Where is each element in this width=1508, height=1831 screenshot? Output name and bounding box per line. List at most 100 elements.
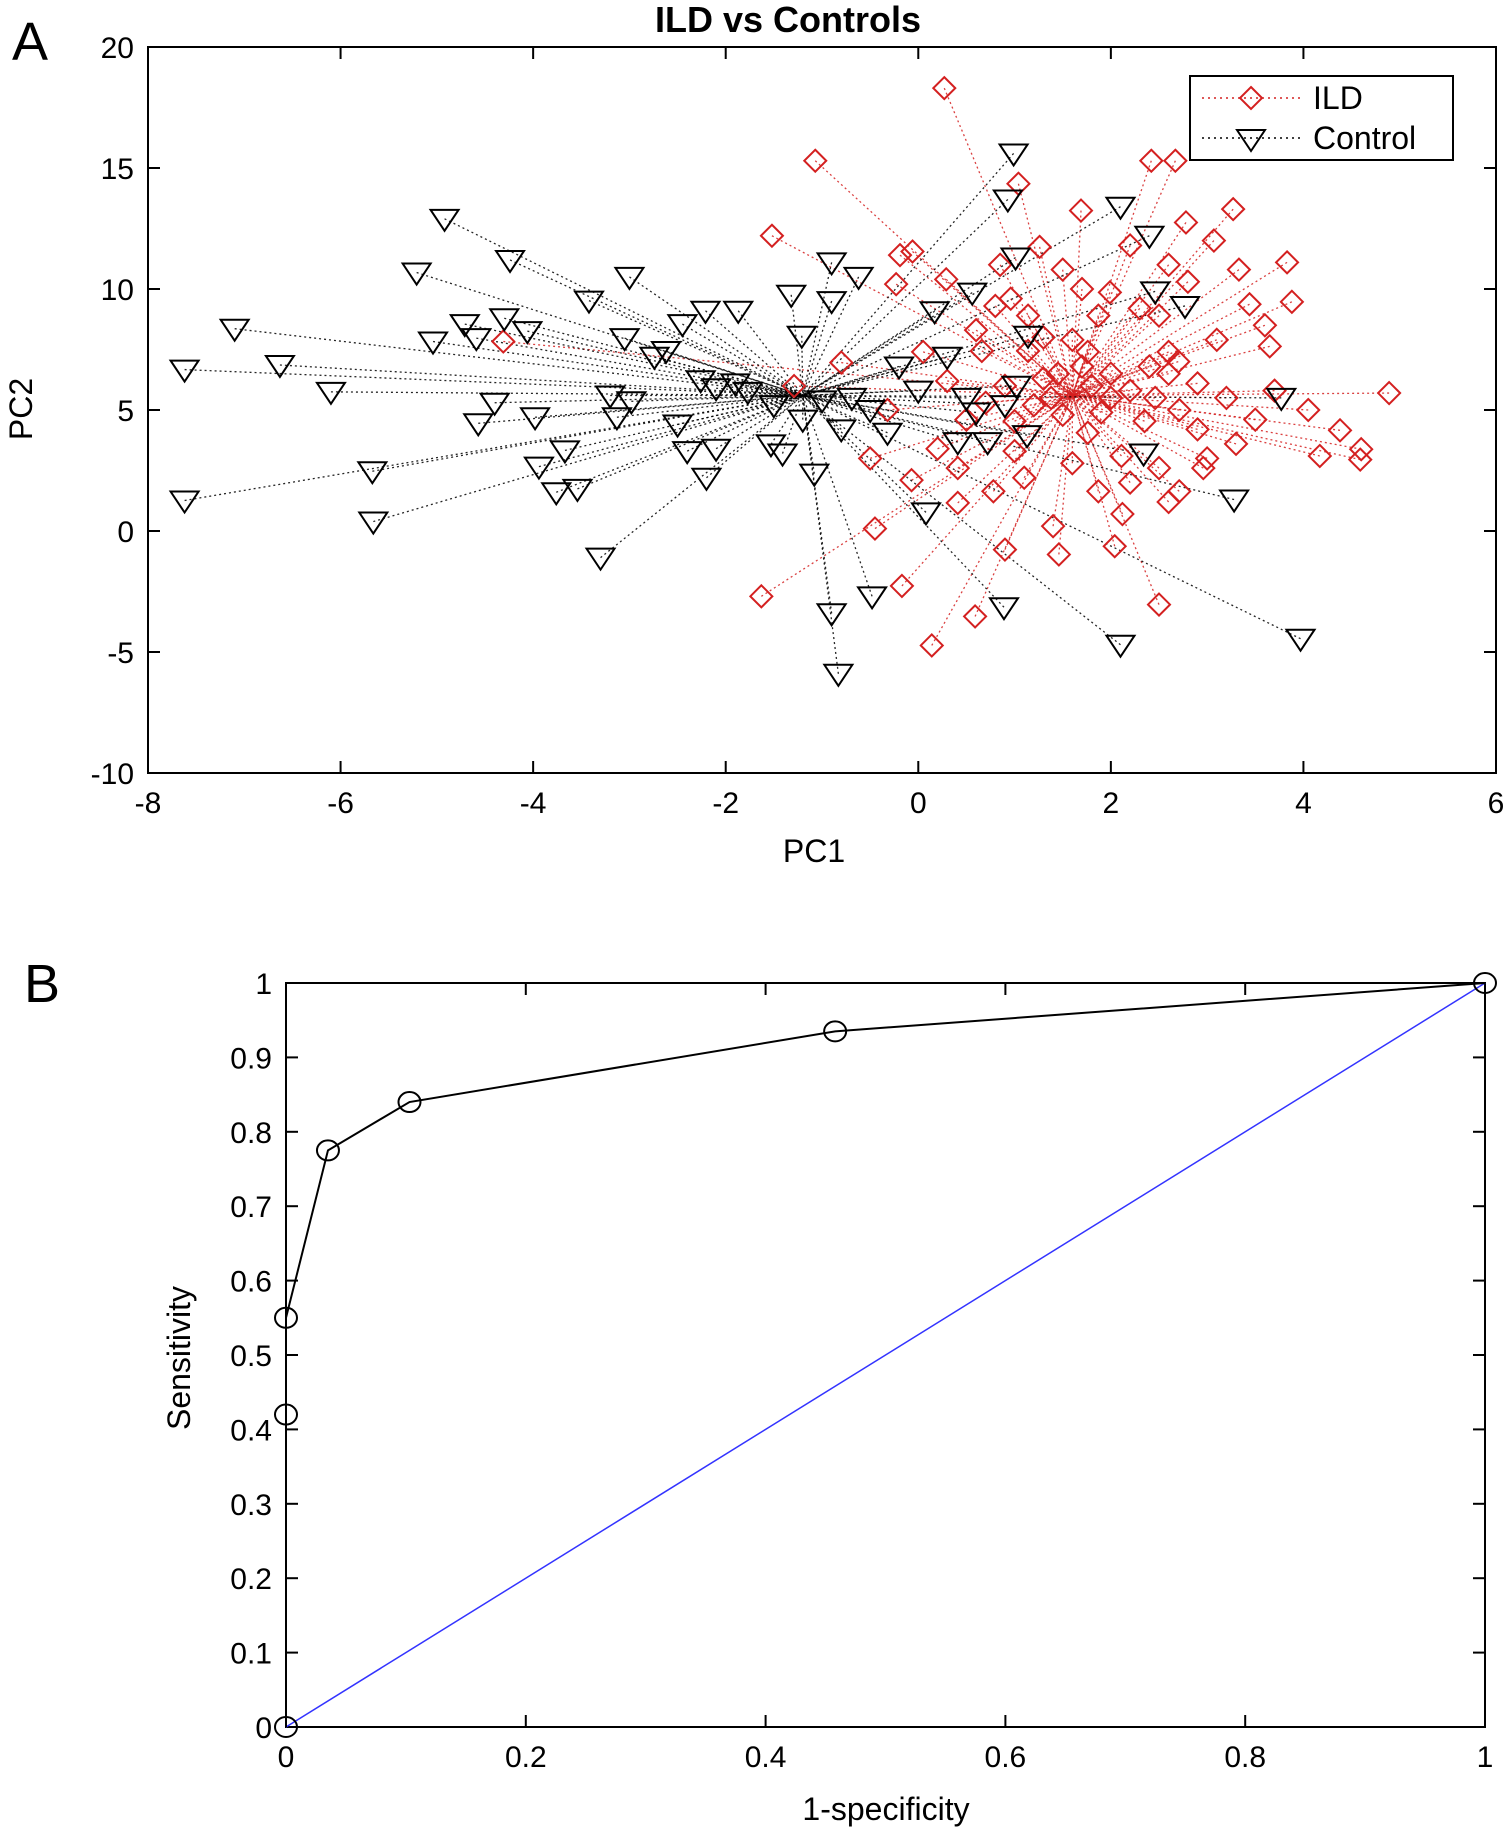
control-connector-line — [802, 395, 927, 513]
y-tick-label: 1 — [255, 968, 272, 1001]
control-point — [1218, 489, 1250, 514]
ild-point — [1079, 373, 1105, 399]
ild-point — [1142, 385, 1168, 411]
ild-point — [1295, 397, 1321, 423]
control-connector-line — [802, 256, 1016, 397]
ild-connector-line — [1071, 395, 1170, 503]
ild-connector-line — [1071, 264, 1170, 396]
ild-point — [1226, 257, 1252, 283]
ild-connector-line — [1072, 339, 1218, 397]
control-connector-line — [279, 364, 803, 397]
ild-point — [1156, 252, 1182, 278]
ild-connector-line — [911, 394, 1073, 481]
control-point — [1139, 281, 1172, 306]
ild-connector-line — [1071, 208, 1234, 396]
y-tick-label: 0.7 — [230, 1191, 272, 1224]
y-tick-label: 0.9 — [230, 1042, 272, 1075]
ild-point — [1138, 148, 1164, 174]
ild-point — [969, 338, 995, 364]
x-tick-label: 4 — [1295, 787, 1312, 820]
control-point — [478, 392, 511, 417]
ild-connector-line — [1072, 365, 1150, 397]
control-point — [842, 266, 875, 291]
control-connector-line — [616, 394, 803, 418]
control-connector-line — [802, 394, 871, 411]
ild-connector-line — [1071, 281, 1189, 396]
control-connector-line — [654, 356, 803, 397]
ild-point — [1262, 378, 1287, 404]
x-tick-label: -2 — [712, 787, 739, 820]
ild-point — [1166, 478, 1192, 504]
y-tick-label: 0 — [255, 1712, 272, 1745]
ild-connector-line — [1071, 394, 1160, 469]
control-connector-line — [588, 300, 804, 397]
control-point — [689, 300, 722, 325]
ild-connector-line — [1072, 394, 1309, 411]
ild-connector-line — [974, 395, 1073, 617]
ild-point — [1132, 408, 1157, 434]
panel-label-b: B — [24, 954, 60, 1014]
control-point — [561, 478, 594, 503]
ild-point — [1237, 291, 1262, 317]
x-tick-label: 0.8 — [1224, 1741, 1266, 1774]
ild-connector-line — [1072, 303, 1250, 397]
control-point — [488, 308, 521, 333]
control-point — [540, 482, 573, 507]
control-point — [1127, 443, 1160, 468]
ild-connector-line — [1017, 183, 1073, 396]
control-point — [400, 262, 433, 287]
control-connector-line — [802, 394, 1301, 640]
ild-point — [883, 271, 909, 297]
control-connector-line — [682, 323, 804, 397]
control-connector-line — [556, 394, 803, 493]
control-connector-line — [372, 394, 803, 472]
y-tick-label: -10 — [91, 758, 134, 791]
control-point — [835, 387, 868, 412]
control-point — [638, 346, 671, 371]
ild-point — [1038, 385, 1064, 411]
ild-point — [748, 583, 774, 609]
ild-point — [1348, 436, 1374, 462]
ild-connector-line — [922, 351, 1073, 397]
ild-point — [982, 293, 1008, 319]
ild-connector-line — [975, 329, 1073, 397]
control-point — [1133, 225, 1166, 250]
ild-point — [1185, 416, 1210, 442]
control-connector-line — [802, 394, 958, 443]
control-point — [601, 407, 633, 432]
control-connector-line — [802, 262, 833, 396]
ild-point — [759, 223, 785, 249]
control-point — [910, 502, 942, 527]
ild-point — [1204, 327, 1230, 353]
control-point — [613, 266, 646, 291]
control-connector-line — [802, 394, 967, 399]
ild-connector-line — [1004, 395, 1073, 550]
control-point — [798, 463, 831, 488]
control-point — [931, 346, 964, 371]
ild-point — [987, 252, 1013, 278]
ild-point — [998, 286, 1024, 312]
ild-connector-line — [771, 235, 1073, 397]
legend-box — [1189, 75, 1454, 161]
control-connector-line — [476, 337, 803, 397]
control-connector-line — [802, 235, 1150, 397]
control-point — [856, 586, 888, 611]
ild-point — [1069, 276, 1095, 302]
control-point — [494, 249, 526, 274]
x-tick-label: 6 — [1488, 787, 1505, 820]
control-connector-line — [790, 294, 804, 396]
ild-point — [1279, 289, 1305, 315]
control-point — [991, 189, 1024, 214]
ild-connector-line — [887, 394, 1073, 411]
roc-line — [285, 982, 1486, 1727]
roc-curve — [274, 972, 1497, 1738]
control-point — [448, 314, 481, 338]
ild-point — [933, 266, 959, 292]
roc-point — [1473, 972, 1497, 994]
control-point — [806, 390, 838, 415]
ild-point — [980, 478, 1006, 504]
roc-point — [397, 1091, 422, 1114]
ild-point — [1069, 354, 1095, 379]
ild-connector-line — [1072, 261, 1288, 397]
control-point — [815, 252, 848, 277]
